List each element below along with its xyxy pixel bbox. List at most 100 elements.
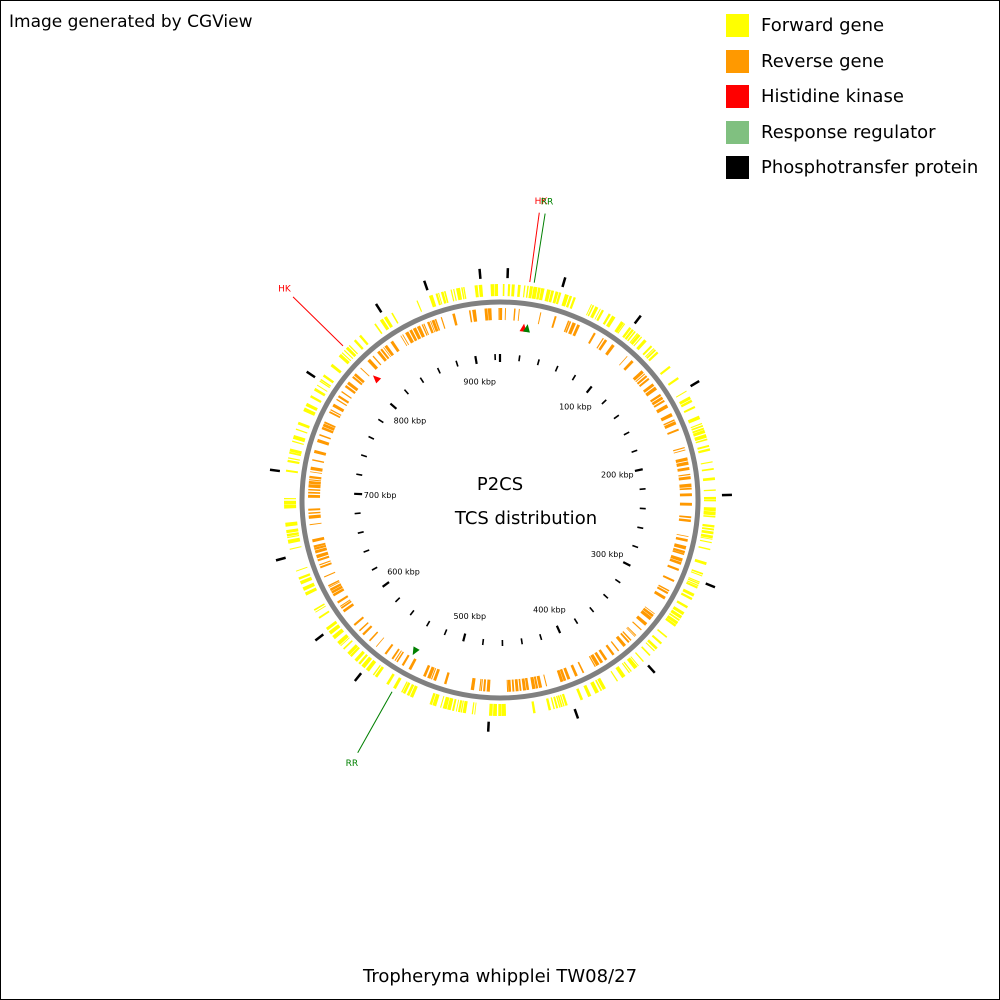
forward-gene: [695, 438, 708, 444]
reverse-gene: [678, 518, 691, 523]
forward-gene: [442, 696, 450, 710]
reverse-gene: [337, 395, 350, 404]
ruler-minor-tick: [631, 449, 638, 453]
reverse-gene: [672, 547, 686, 554]
reverse-gene: [514, 679, 519, 692]
forward-gene: [471, 702, 475, 715]
reverse-gene: [308, 511, 321, 514]
reverse-gene: [504, 308, 507, 321]
forward-gene: [284, 504, 297, 509]
ruler-minor-tick: [614, 578, 621, 584]
phosphotransfer-mark: [269, 468, 281, 473]
forward-gene: [285, 521, 298, 527]
reverse-gene: [324, 421, 336, 428]
reverse-gene: [677, 466, 690, 472]
forward-gene: [595, 679, 603, 692]
forward-gene: [345, 346, 357, 358]
forward-gene: [651, 634, 663, 645]
reverse-gene: [396, 651, 405, 663]
reverse-gene: [513, 308, 516, 321]
reverse-gene: [309, 479, 322, 482]
forward-gene: [680, 592, 693, 601]
reverse-gene: [421, 324, 428, 336]
reverse-gene: [568, 322, 576, 335]
reverse-gene: [332, 403, 345, 413]
forward-gene: [284, 498, 297, 500]
reverse-gene: [653, 399, 665, 408]
ruler-minor-tick: [360, 454, 368, 458]
forward-gene: [393, 677, 402, 690]
ruler-minor-tick: [443, 629, 448, 636]
forward-gene: [478, 284, 484, 297]
reverse-gene: [483, 679, 487, 692]
forward-gene: [633, 336, 643, 347]
legend-swatch-forward-gene: [726, 14, 749, 38]
reverse-gene: [391, 648, 400, 660]
forward-gene: [694, 558, 707, 566]
callout-label: HK: [278, 284, 292, 294]
ruler-minor-tick: [409, 609, 415, 616]
ruler-major-tick: [462, 633, 467, 642]
reverse-gene: [314, 547, 328, 554]
forward-gene: [703, 507, 716, 512]
ruler-minor-tick: [536, 359, 540, 366]
reverse-gene: [405, 331, 414, 344]
forward-gene: [668, 612, 680, 622]
forward-gene: [284, 500, 297, 505]
forward-gene: [337, 634, 349, 645]
forward-gene: [586, 304, 592, 316]
forward-gene: [292, 440, 304, 445]
forward-gene: [319, 380, 331, 389]
ruler-tick-label: 800 kbp: [394, 417, 427, 426]
reverse-gene: [430, 320, 436, 333]
reverse-gene: [402, 334, 410, 346]
forward-gene: [289, 448, 302, 455]
reverse-gene: [401, 654, 410, 667]
forward-gene: [507, 284, 511, 297]
forward-gene: [289, 451, 302, 457]
forward-gene: [313, 387, 326, 397]
forward-gene: [594, 308, 601, 320]
forward-gene: [349, 646, 360, 658]
reverse-gene: [319, 562, 332, 569]
reverse-gene: [384, 643, 394, 655]
reverse-gene: [635, 373, 646, 383]
forward-gene: [330, 363, 342, 374]
forward-gene: [615, 666, 626, 679]
reverse-gene: [638, 377, 650, 388]
legend: Forward gene Reverse gene Histidine kina…: [726, 8, 978, 186]
forward-gene: [703, 489, 716, 492]
phosphotransfer-mark: [423, 280, 429, 291]
reverse-gene: [323, 571, 336, 578]
forward-gene: [646, 349, 657, 359]
reverse-gene: [651, 396, 664, 406]
forward-gene: [544, 289, 551, 302]
ruler-major-tick: [622, 561, 631, 567]
forward-gene: [474, 285, 479, 298]
ruler-major-tick: [585, 385, 593, 394]
phosphotransfer-mark: [633, 314, 642, 325]
ruler-minor-tick: [363, 549, 370, 553]
forward-gene: [287, 459, 300, 465]
phosphotransfer-mark: [374, 303, 383, 314]
reverse-gene: [507, 679, 512, 692]
reverse-gene: [598, 339, 608, 351]
forward-gene: [429, 692, 436, 705]
reverse-gene: [645, 386, 658, 397]
reverse-gene: [588, 655, 596, 667]
reverse-gene: [636, 375, 648, 385]
forward-gene: [365, 659, 377, 672]
forward-gene: [576, 688, 584, 701]
forward-gene: [676, 600, 689, 609]
reverse-gene: [330, 409, 342, 416]
reverse-gene: [331, 585, 343, 594]
reverse-gene: [472, 309, 478, 322]
reverse-gene: [673, 449, 686, 454]
forward-gene: [672, 606, 685, 616]
reverse-gene: [653, 590, 666, 600]
reverse-gene: [360, 367, 370, 377]
reverse-gene: [339, 599, 351, 607]
forward-gene: [700, 461, 713, 465]
legend-swatch-reverse-gene: [726, 49, 749, 73]
forward-gene: [488, 703, 493, 716]
